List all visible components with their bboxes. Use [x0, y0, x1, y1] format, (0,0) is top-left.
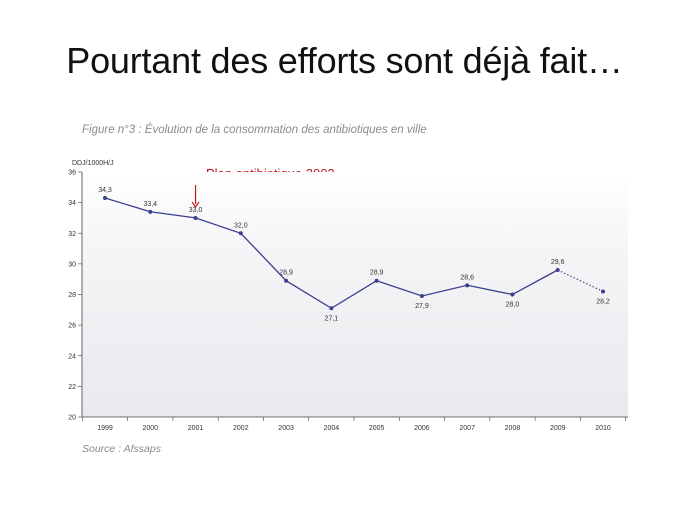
x-tick-label: 2005 [369, 425, 385, 432]
data-point [238, 231, 243, 236]
data-point [419, 294, 424, 299]
y-tick-label: 30 [68, 261, 76, 268]
y-tick-label: 22 [68, 384, 76, 391]
data-point [555, 268, 560, 272]
data-label: 32,0 [234, 222, 248, 229]
x-tick-label: 2006 [414, 425, 430, 432]
data-label: 27,1 [325, 315, 339, 322]
x-tick-label: 2008 [505, 425, 521, 432]
data-label: 29,6 [551, 259, 565, 266]
data-point [193, 215, 198, 220]
data-point [601, 289, 605, 294]
x-tick-label: 2003 [278, 425, 294, 432]
series-line-projection [557, 269, 604, 292]
data-label: 28,9 [279, 270, 293, 277]
data-point [374, 278, 379, 283]
x-tick-label: 2010 [595, 425, 611, 432]
x-tick-label: 2009 [550, 425, 566, 432]
annotation-arrow-head [191, 201, 200, 208]
x-tick-label: 1999 [97, 425, 113, 432]
y-tick-label: 32 [68, 231, 76, 238]
data-point [148, 209, 153, 214]
slide-title: Pourtant des efforts sont déjà fait… [66, 40, 623, 81]
data-point [329, 306, 334, 311]
data-label: 33,0 [189, 207, 203, 214]
y-tick-label: 20 [68, 415, 76, 422]
x-tick-label: 2001 [188, 425, 204, 432]
y-tick-label: 28 [68, 292, 76, 299]
x-tick-label: 2002 [233, 425, 249, 432]
data-point [510, 292, 515, 297]
data-label: 33,4 [143, 201, 157, 208]
data-label: 28,9 [370, 270, 384, 277]
data-point [103, 196, 107, 201]
y-tick-label: 26 [68, 323, 76, 330]
data-label: 28,6 [460, 274, 474, 281]
y-tick-label: 34 [68, 200, 76, 207]
x-tick-label: 2007 [459, 425, 475, 432]
y-tick-label: 24 [68, 353, 76, 360]
data-label: 34,3 [98, 187, 112, 194]
x-tick-label: 2000 [142, 425, 158, 432]
source-note: Source : Afssaps [82, 443, 161, 455]
figure-caption: Figure n°3 : Évolution de la consommatio… [82, 124, 427, 136]
data-point [465, 283, 470, 288]
x-tick-label: 2004 [324, 425, 340, 432]
y-tick-label: 36 [68, 170, 76, 177]
y-axis-unit: DDJ/1000H/J [72, 160, 114, 167]
data-point [284, 278, 289, 283]
data-label: 28,0 [506, 302, 520, 309]
data-label: 28,2 [596, 298, 610, 305]
data-label: 27,9 [415, 303, 429, 310]
